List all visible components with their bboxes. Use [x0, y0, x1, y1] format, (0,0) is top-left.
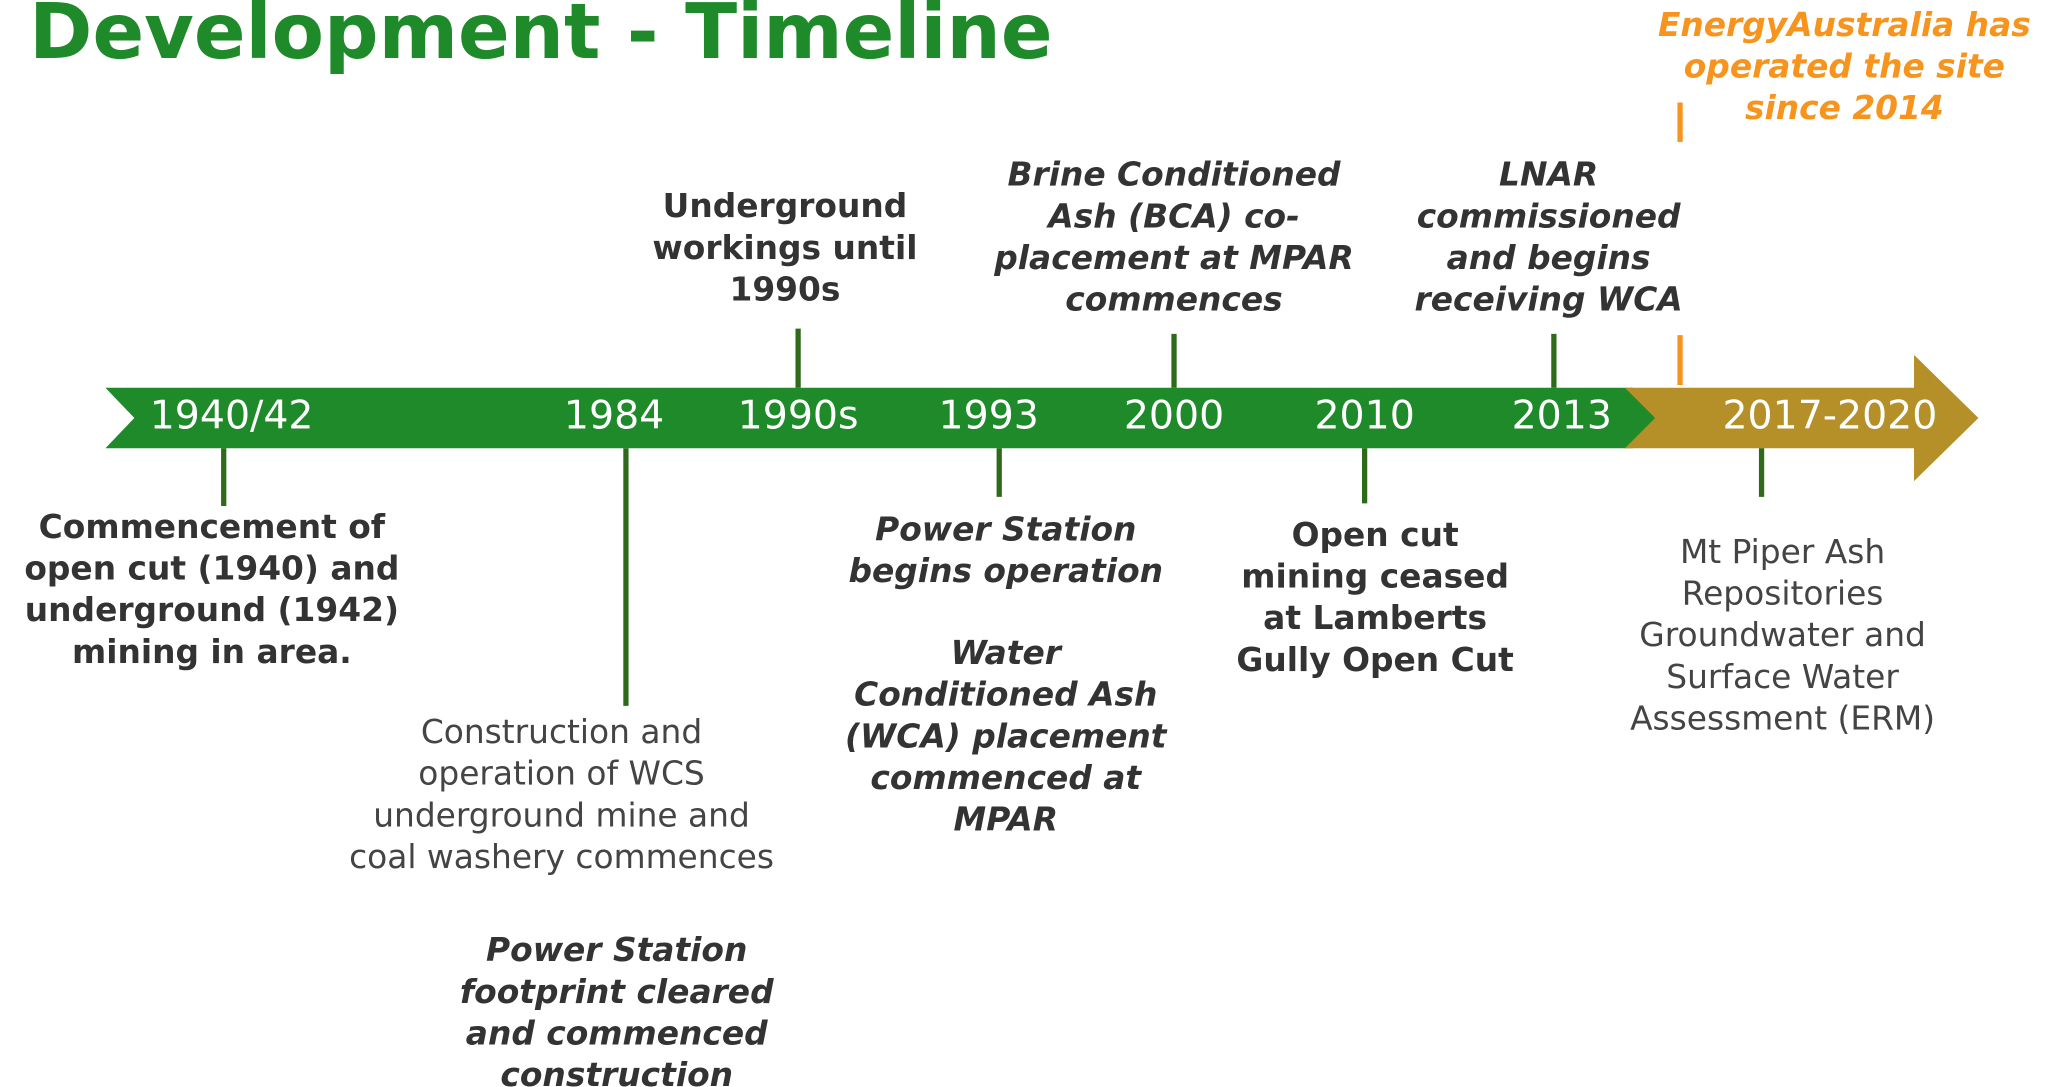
year-label: 2000 [1124, 392, 1224, 438]
event-text: open cut (1940) and [24, 550, 399, 588]
year-label: 1940/42 [150, 392, 314, 438]
event-text: 1990s [729, 271, 840, 309]
slide-title: Development - Timeline [29, 0, 1052, 76]
year-label: 1993 [939, 392, 1039, 438]
event-text: coal washery commences [349, 838, 774, 876]
event-text: commissioned [1417, 197, 1681, 235]
event-text: Mt Piper Ash [1680, 533, 1885, 571]
event-text: Water [951, 634, 1063, 672]
event-text: construction [500, 1056, 733, 1087]
event-text: Repositories [1682, 575, 1884, 613]
event-text: Power Station [875, 511, 1136, 549]
event-text: Brine Conditioned [1007, 156, 1341, 194]
event-text: and begins [1447, 239, 1651, 277]
event-text: Commencement of [39, 508, 386, 546]
event-text: Surface Water [1666, 658, 1899, 696]
event-text: and commenced [466, 1014, 768, 1052]
event-text: since 2014 [1745, 89, 1944, 127]
event-text: Open cut [1292, 516, 1459, 554]
event-text: EnergyAustralia has [1658, 6, 2031, 44]
event-text: Ash (BCA) co- [1045, 197, 1299, 235]
event-text: mining in area. [72, 633, 352, 671]
event-text: commenced at [870, 759, 1142, 797]
connectors [221, 328, 1765, 706]
year-label: 1990s [738, 392, 859, 438]
event-text: underground (1942) [25, 591, 399, 629]
timeline-arrow [1624, 354, 1979, 482]
event-text: workings until [652, 229, 917, 267]
event-text: operation of WCS [418, 755, 705, 793]
year-label: 1984 [564, 392, 664, 438]
event-text: LNAR [1499, 156, 1598, 194]
event-text: Conditioned Ash [854, 676, 1157, 714]
event-text: Assessment (ERM) [1630, 700, 1935, 738]
event-text: Groundwater and [1639, 616, 1926, 654]
event-text: MPAR [954, 801, 1058, 839]
event-text: mining ceased [1241, 557, 1509, 595]
event-text: operated the site [1684, 47, 2005, 85]
event-text: underground mine and [373, 796, 750, 834]
event-text: at Lamberts [1263, 599, 1487, 637]
event-text: placement at MPAR [993, 239, 1353, 277]
event-text: footprint cleared [460, 973, 774, 1011]
event-text: begins operation [849, 552, 1164, 590]
year-label: 2017-2020 [1722, 392, 1937, 438]
event-text: (WCA) placement [845, 717, 1168, 755]
event-text: Underground [663, 187, 908, 225]
year-label: 2010 [1314, 392, 1414, 438]
timeline-bar [105, 387, 1663, 449]
event-text: Power Station [486, 931, 747, 969]
event-text: Construction and [421, 713, 702, 751]
event-text: Gully Open Cut [1236, 641, 1513, 679]
event-text: commences [1065, 281, 1282, 319]
event-text: receiving WCA [1415, 281, 1683, 319]
year-label: 2013 [1512, 392, 1612, 438]
